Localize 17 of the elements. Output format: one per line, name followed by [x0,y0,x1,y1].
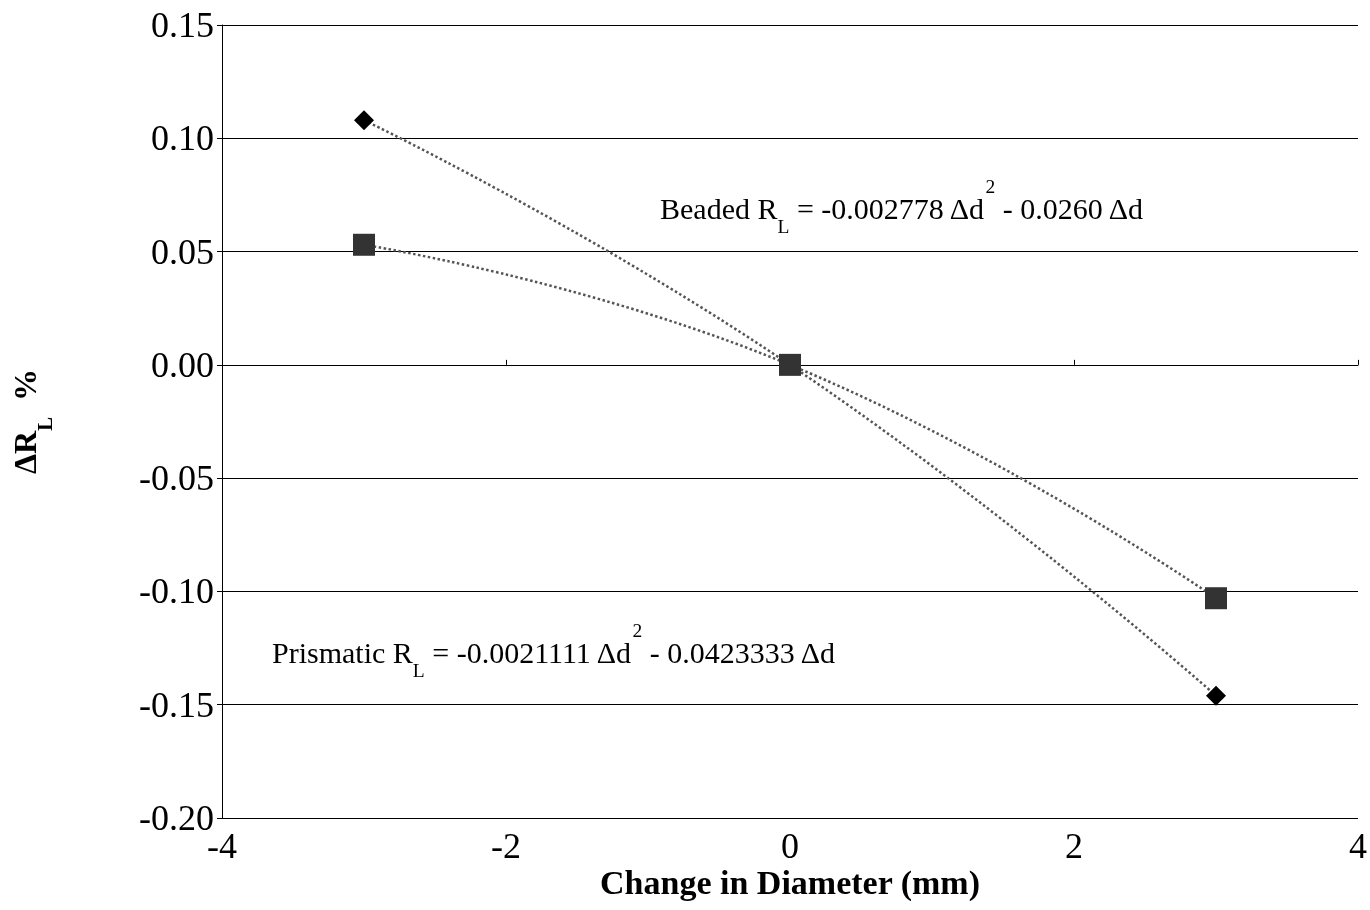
x-axis-title: Change in Diameter (mm) [600,863,980,902]
y-tick-label: 0.10 [151,118,214,159]
x-tick-label: 4 [1349,826,1367,866]
y-axis-title: ΔRL % [6,368,56,475]
point [354,110,374,131]
point [1205,587,1227,610]
point [353,233,375,256]
y-tick-label: 0.00 [151,344,214,385]
point [1206,685,1226,706]
y-tick-label: -0.15 [139,684,214,725]
y-tick-label: 0.15 [151,5,214,45]
x-tick-label: -2 [491,826,521,866]
x-tick-label: 0 [781,826,799,866]
y-tick-label: -0.05 [139,458,214,499]
y-tick-label: 0.05 [151,231,214,272]
x-tick-label: 2 [1065,826,1083,866]
y-tick-label: -0.10 [139,571,214,612]
